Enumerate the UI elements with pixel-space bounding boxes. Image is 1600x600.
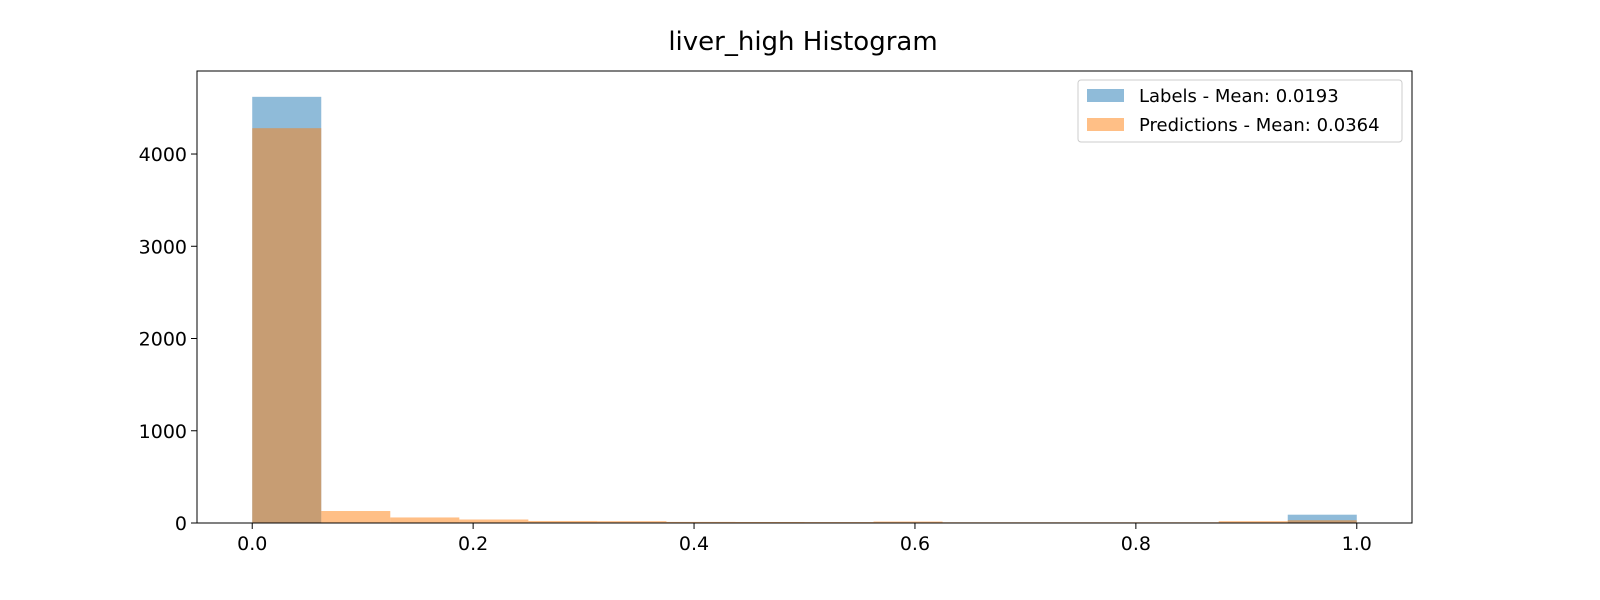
bar-labels-1 <box>1287 514 1357 523</box>
legend-label-predictions: Predictions - Mean: 0.0364 <box>1139 115 1380 136</box>
x-tick-label-5: 1.0 <box>1342 533 1372 555</box>
legend-label-labels: Labels - Mean: 0.0193 <box>1139 86 1339 107</box>
y-tick-label-3: 3000 <box>139 236 187 258</box>
chart-title: liver_high Histogram <box>668 27 937 57</box>
bar-predictions-5 <box>597 521 667 523</box>
y-tick-label-1: 1000 <box>139 421 187 443</box>
bar-predictions-4 <box>528 520 598 523</box>
x-tick-label-0: 0.0 <box>237 533 267 555</box>
bar-predictions-2 <box>390 517 460 523</box>
x-tick-label-2: 0.4 <box>679 533 709 555</box>
bar-predictions-14 <box>1218 521 1288 523</box>
bar-predictions-7 <box>735 521 805 523</box>
x-tick-label-3: 0.6 <box>900 533 930 555</box>
legend: Labels - Mean: 0.0193 Predictions - Mean… <box>1077 79 1403 143</box>
legend-box <box>1077 79 1403 143</box>
bar-predictions-0 <box>252 128 322 523</box>
bars-group <box>252 96 1357 523</box>
legend-swatch-predictions <box>1087 118 1124 131</box>
x-tick-label-1: 0.2 <box>458 533 488 555</box>
x-axis: 0.0 0.2 0.4 0.6 0.8 1.0 <box>237 523 1372 555</box>
bar-predictions-15 <box>1287 520 1357 523</box>
y-tick-label-0: 0 <box>175 513 187 535</box>
bar-predictions-6 <box>666 521 736 523</box>
bar-predictions-9 <box>873 521 943 523</box>
y-tick-label-2: 2000 <box>139 329 187 351</box>
bar-predictions-1 <box>321 511 391 523</box>
bar-predictions-3 <box>459 519 529 523</box>
axes-frame <box>196 70 1413 524</box>
x-tick-label-4: 0.8 <box>1121 533 1151 555</box>
y-tick-label-4: 4000 <box>139 144 187 166</box>
y-axis: 0 1000 2000 3000 4000 <box>139 144 197 535</box>
legend-swatch-labels <box>1087 89 1124 102</box>
